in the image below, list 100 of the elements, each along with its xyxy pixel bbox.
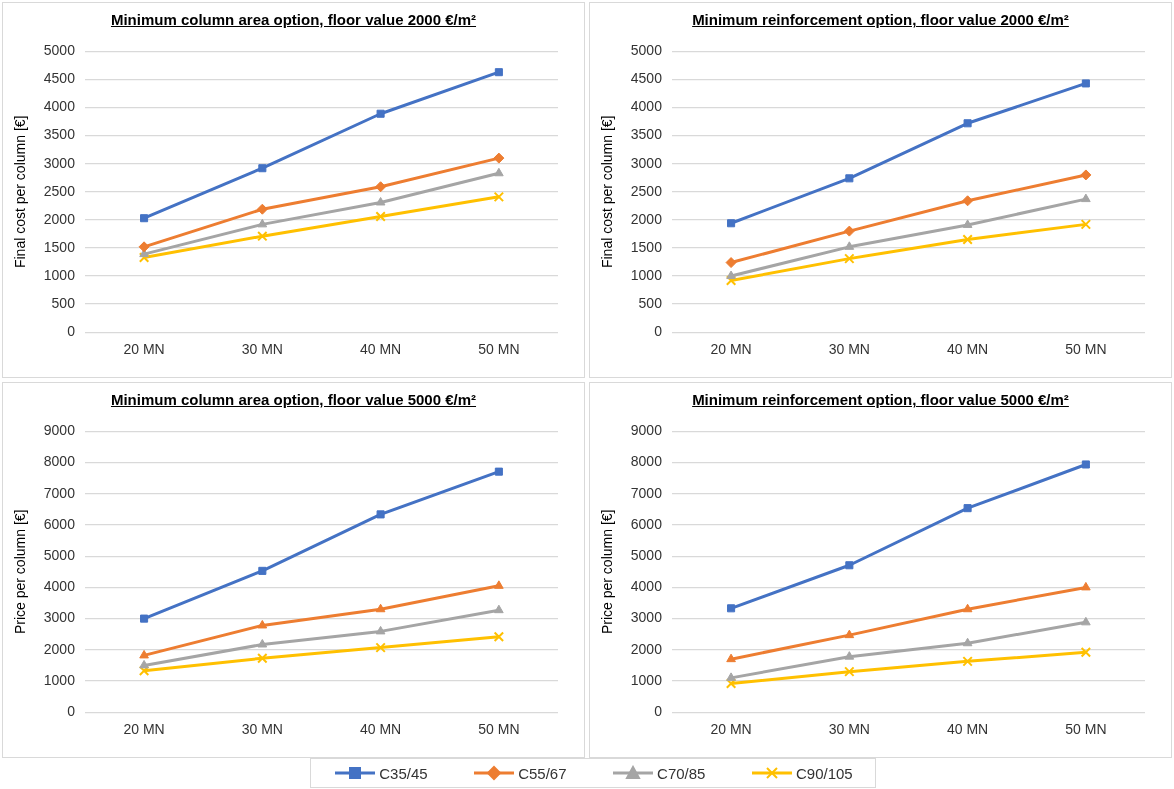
point xyxy=(257,218,268,228)
y-tick-label: 0 xyxy=(654,323,663,340)
x-tick-label: 50 MN xyxy=(478,721,520,738)
x-tick-label: 50 MN xyxy=(478,341,520,358)
x-tick-label: 40 MN xyxy=(359,721,402,738)
point xyxy=(726,270,736,280)
point xyxy=(493,152,505,164)
y-tick-label: 4000 xyxy=(630,578,663,595)
point xyxy=(844,241,855,250)
y-tick-label: 2000 xyxy=(43,640,76,657)
y-tick-label: 4500 xyxy=(630,70,663,87)
x-tick-label: 20 MN xyxy=(710,341,752,358)
y-tick-label: 7000 xyxy=(630,484,663,501)
point xyxy=(1081,79,1090,88)
y-tick-label: 6000 xyxy=(43,515,76,532)
y-tick-label: 4500 xyxy=(43,70,76,87)
x-tick-label: 40 MN xyxy=(359,341,402,358)
x-tick-label: 50 MN xyxy=(1065,341,1107,358)
point xyxy=(376,109,385,118)
legend-label: C70/85 xyxy=(657,764,706,782)
point xyxy=(375,196,386,206)
point xyxy=(258,566,267,575)
y-tick-label: 2500 xyxy=(630,182,663,199)
legend-label: C90/105 xyxy=(795,764,853,782)
y-axis-title: Final cost per column [€] xyxy=(12,115,29,269)
point xyxy=(257,639,268,648)
point xyxy=(493,631,505,642)
y-tick-label: 7000 xyxy=(43,484,76,501)
chart-title: Minimum column area option, floor value 2000 €/m² xyxy=(109,11,478,28)
point xyxy=(140,214,149,223)
point xyxy=(494,604,504,614)
chart-title: Minimum column area option, floor value 5000 €/m² xyxy=(109,391,478,408)
x-tick-label: 40 MN xyxy=(946,341,989,358)
x-tick-label: 20 MN xyxy=(123,721,165,738)
point xyxy=(962,656,973,667)
point xyxy=(727,604,736,613)
chart-title: Minimum reinforcement option, floor value 2000 €/m² xyxy=(691,11,1070,28)
point xyxy=(962,219,973,228)
y-tick-label: 2000 xyxy=(630,640,663,657)
y-tick-label: 1000 xyxy=(630,266,663,283)
point xyxy=(845,561,854,570)
y-tick-label: 3000 xyxy=(43,154,76,171)
y-tick-label: 3000 xyxy=(630,609,663,626)
point xyxy=(843,225,855,237)
point xyxy=(844,629,855,639)
y-tick-label: 1500 xyxy=(630,238,663,255)
y-tick-label: 0 xyxy=(67,703,76,720)
point xyxy=(257,619,268,629)
point xyxy=(375,625,386,635)
x-tick-label: 30 MN xyxy=(241,721,283,738)
y-tick-label: 500 xyxy=(51,294,76,311)
y-tick-label: 5000 xyxy=(630,42,663,59)
y-tick-label: 4000 xyxy=(43,98,76,115)
point xyxy=(1081,581,1091,591)
point xyxy=(493,191,505,203)
y-tick-label: 1000 xyxy=(43,266,76,283)
point xyxy=(1080,169,1092,181)
y-tick-label: 8000 xyxy=(43,453,76,470)
point xyxy=(256,203,268,215)
y-tick-label: 9000 xyxy=(43,422,76,439)
point xyxy=(258,164,267,173)
point xyxy=(962,637,973,647)
point xyxy=(726,672,736,681)
point xyxy=(962,195,974,207)
point xyxy=(1080,219,1092,230)
y-tick-label: 3500 xyxy=(43,126,76,143)
point xyxy=(725,678,737,689)
point xyxy=(494,68,503,77)
y-tick-label: 8000 xyxy=(630,453,663,470)
y-tick-label: 2500 xyxy=(43,182,76,199)
point xyxy=(962,234,973,245)
point xyxy=(138,241,150,253)
y-tick-label: 6000 xyxy=(630,515,663,532)
point xyxy=(962,603,973,613)
x-tick-label: 30 MN xyxy=(828,721,870,738)
point xyxy=(963,119,972,128)
point xyxy=(844,666,855,677)
y-tick-label: 2000 xyxy=(630,210,663,227)
point xyxy=(138,252,150,263)
point xyxy=(375,642,386,653)
y-tick-label: 3500 xyxy=(630,126,663,143)
point xyxy=(1081,616,1091,626)
point xyxy=(257,652,268,664)
point xyxy=(844,253,855,264)
point xyxy=(139,649,149,659)
legend-label: C35/45 xyxy=(379,764,428,782)
point xyxy=(375,603,386,613)
point xyxy=(727,219,736,228)
point xyxy=(963,504,972,513)
y-axis-title: Final cost per column [€] xyxy=(599,115,616,269)
x-tick-label: 30 MN xyxy=(241,341,283,358)
y-tick-label: 1000 xyxy=(630,671,663,688)
point xyxy=(494,167,504,177)
x-tick-label: 20 MN xyxy=(123,341,165,358)
x-tick-label: 20 MN xyxy=(710,721,752,738)
y-tick-label: 5000 xyxy=(43,547,76,564)
x-tick-label: 30 MN xyxy=(828,341,870,358)
x-tick-label: 50 MN xyxy=(1065,721,1107,738)
y-tick-label: 5000 xyxy=(630,547,663,564)
y-tick-label: 9000 xyxy=(630,422,663,439)
